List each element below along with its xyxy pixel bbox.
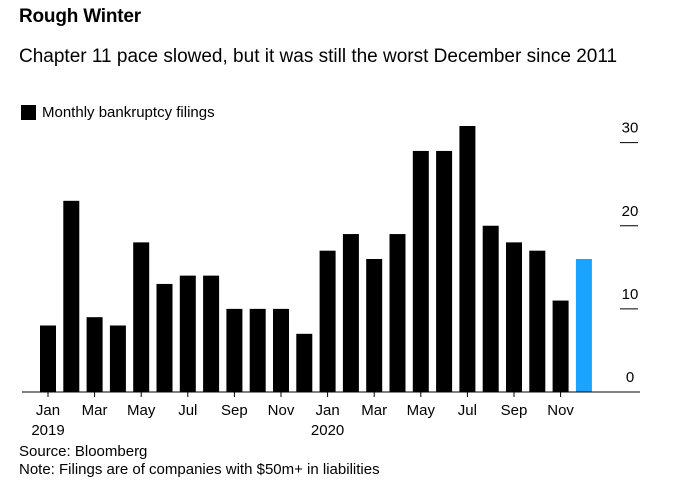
bar-feb-2020	[342, 234, 359, 392]
y-tick-label: 10	[622, 286, 639, 303]
bar-apr-2019	[109, 325, 126, 392]
bar-dec-2019	[296, 333, 313, 392]
bar-jan-2020	[319, 250, 336, 392]
x-tick-label: Sep	[221, 402, 248, 419]
bar-jun-2020	[436, 150, 453, 392]
bar-nov-2020	[552, 300, 569, 392]
bar-apr-2020	[389, 234, 406, 392]
x-tick-label: Nov	[268, 402, 295, 419]
bar-feb-2019	[63, 200, 80, 392]
x-tick-label: Jan	[316, 402, 340, 419]
x-tick-label: Jul	[458, 402, 477, 419]
chart-subtitle: Chapter 11 pace slowed, but it was still…	[19, 46, 618, 67]
chart-footer: Source: Bloomberg Note: Filings are of c…	[19, 443, 380, 479]
bar-jul-2020	[459, 126, 476, 392]
bar-jun-2019	[156, 283, 173, 392]
bar-aug-2019	[203, 275, 220, 392]
y-tick-label: 0	[626, 369, 634, 386]
legend-label: Monthly bankruptcy filings	[42, 104, 215, 121]
bar-aug-2020	[482, 225, 499, 392]
x-tick-year-label: 2020	[311, 422, 344, 439]
legend-swatch	[21, 105, 36, 120]
footnote: Note: Filings are of companies with $50m…	[19, 461, 380, 478]
bar-mar-2020	[366, 259, 383, 392]
bar-dec-2020	[575, 259, 592, 392]
x-tick-year-label: 2019	[31, 422, 64, 439]
x-tick-label: Sep	[501, 402, 528, 419]
bar-sep-2020	[506, 242, 522, 392]
bar-jul-2019	[179, 275, 196, 392]
bar-oct-2020	[529, 250, 546, 392]
legend: Monthly bankruptcy filings	[21, 104, 215, 121]
bar-mar-2019	[86, 317, 103, 392]
y-tick-label: 30	[622, 120, 639, 137]
x-tick-label: Nov	[547, 402, 574, 419]
bar-nov-2019	[273, 308, 289, 392]
bar-may-2020	[412, 150, 429, 392]
x-tick-label: Mar	[82, 402, 108, 419]
x-tick-label: Mar	[361, 402, 387, 419]
y-axis-ticks: 0 10 20 30	[622, 120, 639, 386]
bar-may-2019	[133, 242, 150, 392]
y-tick-label: 20	[622, 203, 639, 220]
x-tick-label: May	[127, 402, 156, 419]
y-gridlines	[620, 142, 638, 310]
source-note: Source: Bloomberg	[19, 443, 148, 460]
chart-title: Rough Winter	[19, 6, 141, 27]
bar-oct-2019	[249, 308, 266, 392]
x-axis-ticks: Jan 2019 Mar May Jul Sep Nov Jan 2020 Mar May Jul Se…	[31, 392, 574, 439]
x-tick-label: Jul	[178, 402, 197, 419]
bars	[40, 126, 592, 392]
x-tick-label: Jan	[36, 402, 60, 419]
bar-jan-2019	[40, 325, 56, 392]
x-tick-label: May	[407, 402, 436, 419]
bar-sep-2019	[226, 308, 243, 392]
